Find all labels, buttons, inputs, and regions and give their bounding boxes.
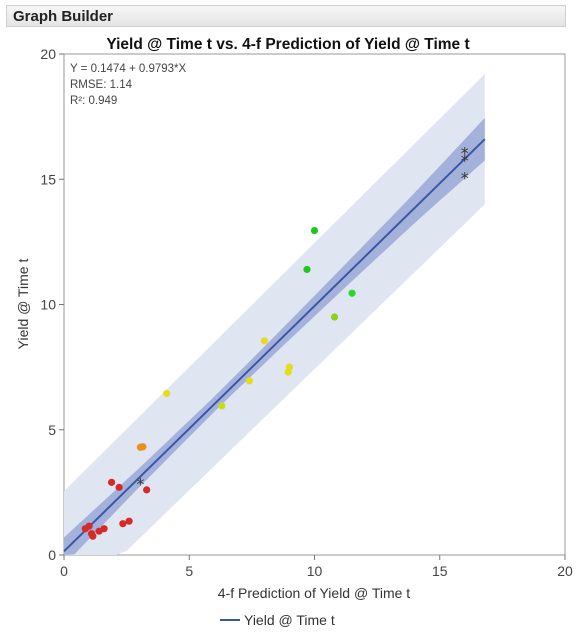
- y-tick-label: 20: [40, 46, 56, 62]
- star-marker: *: [461, 169, 469, 188]
- data-point: [143, 486, 151, 494]
- y-tick-label: 5: [48, 422, 56, 438]
- data-point: [163, 389, 171, 398]
- data-point: [285, 363, 294, 371]
- data-marks: ****: [81, 144, 469, 540]
- data-point: [310, 227, 319, 235]
- star-marker: *: [461, 144, 469, 163]
- data-point: [218, 402, 226, 410]
- star-marker: *: [461, 151, 469, 170]
- fit-line: [63, 138, 486, 553]
- y-axis-ticks: 0 5 10 15 20: [40, 46, 64, 563]
- x-axis-ticks: 0 5 10 15 20: [60, 555, 573, 579]
- fit-annotation: Y = 0.1474 + 0.9793*X RMSE: 1.14 R²: 0.9…: [70, 63, 186, 107]
- data-point: [125, 517, 133, 525]
- fit-rsquare: R²: 0.949: [70, 95, 117, 107]
- panel-title: Graph Builder: [13, 8, 114, 25]
- data-point: [330, 313, 339, 321]
- data-point: [303, 265, 311, 274]
- y-tick-label: 10: [40, 297, 56, 313]
- fit-rmse: RMSE: 1.14: [70, 79, 133, 91]
- legend-label: Yield @ Time t: [244, 612, 335, 628]
- data-point: [139, 443, 147, 451]
- prediction-band: [64, 74, 485, 555]
- x-tick-label: 5: [185, 563, 193, 579]
- plot-area: ****: [63, 53, 566, 556]
- y-tick-label: 0: [48, 547, 56, 563]
- data-point: [119, 520, 127, 528]
- confidence-band: [64, 117, 485, 556]
- data-point: [100, 525, 108, 533]
- data-point: [260, 337, 268, 345]
- panel-header: Graph Builder: [6, 5, 566, 27]
- x-tick-label: 15: [432, 563, 448, 579]
- x-axis-label: 4-f Prediction of Yield @ Time t: [218, 585, 411, 601]
- data-point: [245, 377, 253, 385]
- x-tick-label: 10: [307, 563, 323, 579]
- data-point: [348, 289, 356, 297]
- fit-bands: [63, 74, 486, 556]
- data-point: [89, 532, 97, 540]
- x-tick-label: 0: [60, 563, 68, 579]
- data-point: [115, 483, 123, 491]
- legend: Yield @ Time t: [220, 612, 335, 628]
- data-point: [85, 522, 93, 530]
- y-tick-label: 15: [40, 171, 56, 187]
- data-point: [107, 478, 116, 486]
- star-marker: *: [136, 474, 144, 493]
- chart-title: Yield @ Time t vs. 4-f Prediction of Yie…: [106, 36, 469, 53]
- y-axis-label: Yield @ Time t: [15, 259, 31, 350]
- fit-equation: Y = 0.1474 + 0.9793*X: [70, 63, 186, 75]
- x-tick-label: 20: [557, 563, 573, 579]
